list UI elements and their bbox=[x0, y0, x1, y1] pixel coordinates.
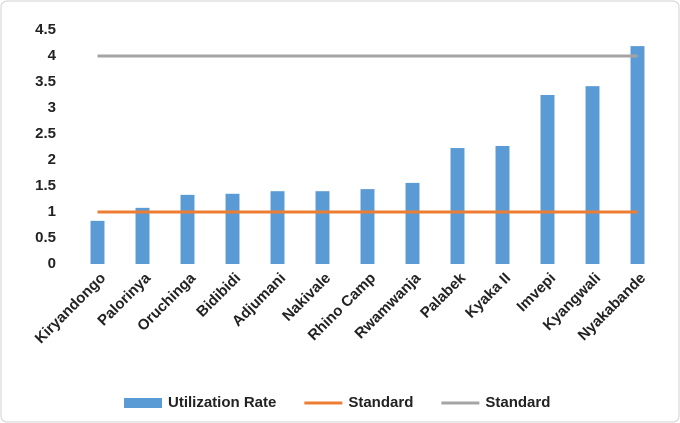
legend-label: Standard bbox=[485, 394, 550, 411]
y-tick-label: 4.5 bbox=[35, 21, 56, 38]
legend-swatch bbox=[124, 398, 162, 408]
legend: Utilization Rate Standard Standard bbox=[124, 394, 550, 411]
bar bbox=[405, 182, 420, 264]
y-tick-label: 2.5 bbox=[35, 125, 56, 142]
bar bbox=[630, 46, 645, 265]
bar bbox=[135, 207, 150, 264]
bar bbox=[225, 193, 240, 264]
legend-label: Standard bbox=[348, 394, 413, 411]
bar bbox=[180, 194, 195, 264]
legend-label: Utilization Rate bbox=[168, 394, 276, 411]
y-tick-label: 4 bbox=[48, 47, 57, 64]
bar bbox=[360, 189, 375, 264]
y-tick-label: 0.5 bbox=[35, 229, 56, 246]
bar bbox=[540, 95, 555, 264]
bar bbox=[450, 148, 465, 264]
y-tick-label: 3 bbox=[48, 99, 56, 116]
bar bbox=[495, 145, 510, 264]
y-tick-label: 2 bbox=[48, 151, 56, 168]
y-tick-label: 1.5 bbox=[35, 177, 56, 194]
bar bbox=[90, 220, 105, 264]
bar bbox=[315, 191, 330, 264]
y-tick-label: 0 bbox=[48, 255, 56, 272]
bar bbox=[270, 191, 285, 264]
y-tick-label: 3.5 bbox=[35, 73, 56, 90]
y-tick-label: 1 bbox=[48, 203, 56, 220]
bar bbox=[585, 86, 600, 264]
